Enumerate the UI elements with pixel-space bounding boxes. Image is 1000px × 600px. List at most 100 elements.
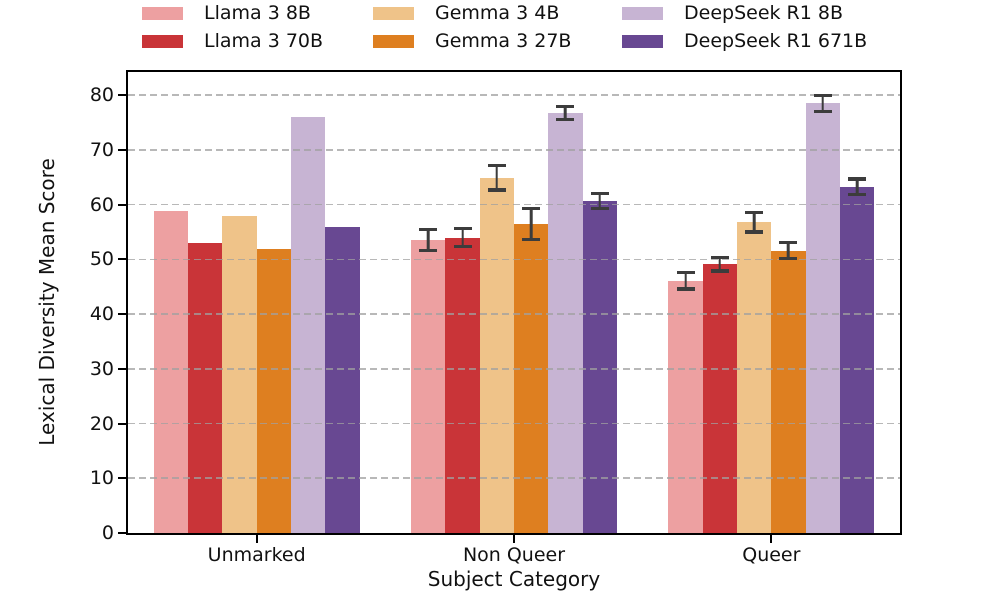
- x-tick-mark: [770, 535, 773, 543]
- gridline-50: [128, 258, 900, 261]
- x-tick-mark: [513, 535, 515, 543]
- errorbar-gemma-3-27b-queer: [779, 240, 798, 261]
- y-tick-label: 80: [89, 84, 114, 107]
- gridline-20: [128, 422, 900, 425]
- legend-swatch-gemma-3-27b: [373, 34, 414, 48]
- errorbar-whisker: [529, 206, 533, 241]
- legend-item-deepseek-r1-671b: DeepSeek R1 671B: [622, 28, 867, 54]
- errorbar-whisker: [752, 210, 756, 234]
- bar-llama-3-70b-non-queer: [445, 237, 480, 533]
- errorbar-deepseek-r1-671b-queer: [848, 177, 867, 196]
- legend-label: DeepSeek R1 8B: [684, 2, 844, 24]
- bar-deepseek-r1-8b-queer: [805, 103, 840, 533]
- bar-deepseek-r1-671b-queer: [839, 186, 875, 533]
- bar-llama-3-70b-unmarked: [188, 242, 223, 533]
- gridline-10: [128, 477, 900, 480]
- bar-llama-3-8b-non-queer: [411, 239, 446, 533]
- bar-gemma-3-4b-queer: [737, 222, 772, 533]
- legend-swatch-deepseek-r1-671b: [622, 34, 663, 48]
- errorbar-cap-bottom: [453, 244, 472, 248]
- y-tick-label: 20: [89, 412, 114, 435]
- errorbar-whisker: [564, 104, 567, 121]
- y-tick-mark: [118, 148, 126, 151]
- bar-gemma-3-4b-non-queer: [479, 177, 514, 533]
- legend-item-llama-3-70b: Llama 3 70B: [142, 28, 323, 54]
- bar-llama-3-8b-queer: [668, 280, 703, 533]
- errorbar-cap-top: [813, 93, 832, 97]
- x-tick-mark: [255, 535, 258, 543]
- errorbar-cap-bottom: [556, 117, 575, 121]
- legend-item-gemma-3-27b: Gemma 3 27B: [373, 28, 571, 54]
- x-tick-label-unmarked: Unmarked: [207, 544, 306, 566]
- errorbar-cap-top: [590, 191, 609, 195]
- errorbar-cap-bottom: [779, 257, 798, 261]
- gridline-40: [128, 313, 900, 315]
- legend-item-gemma-3-4b: Gemma 3 4B: [373, 0, 559, 26]
- legend-label: Gemma 3 27B: [435, 30, 572, 52]
- errorbar-deepseek-r1-8b-queer: [813, 93, 832, 114]
- errorbar-whisker: [495, 164, 499, 192]
- legend-item-deepseek-r1-8b: DeepSeek R1 8B: [622, 0, 843, 26]
- errorbar-cap-top: [556, 104, 575, 108]
- errorbar-cap-bottom: [419, 248, 438, 252]
- bar-gemma-3-27b-queer: [771, 250, 806, 533]
- errorbar-cap-bottom: [522, 237, 541, 241]
- legend-swatch-llama-3-8b: [142, 6, 183, 20]
- errorbar-cap-bottom: [848, 192, 867, 196]
- errorbar-gemma-3-4b-queer: [745, 210, 764, 234]
- gridline-30: [128, 368, 900, 370]
- errorbar-cap-top: [419, 227, 438, 231]
- legend-label: Llama 3 8B: [204, 2, 311, 24]
- errorbar-whisker: [787, 240, 790, 261]
- y-tick-mark: [118, 313, 126, 316]
- gridline-60: [128, 203, 900, 206]
- errorbar-whisker: [821, 93, 825, 114]
- y-tick-mark: [118, 422, 126, 425]
- errorbar-cap-top: [487, 164, 506, 168]
- errorbar-cap-top: [676, 270, 695, 275]
- legend-swatch-llama-3-70b: [142, 34, 183, 48]
- errorbar-cap-top: [848, 177, 867, 181]
- bar-gemma-3-4b-unmarked: [222, 216, 257, 533]
- bar-llama-3-70b-queer: [702, 264, 737, 533]
- errorbar-cap-bottom: [590, 206, 609, 211]
- y-tick-label: 60: [89, 193, 114, 216]
- bar-deepseek-r1-8b-non-queer: [548, 112, 583, 533]
- legend-swatch-deepseek-r1-8b: [622, 6, 663, 20]
- errorbar-whisker: [598, 191, 602, 211]
- y-tick-mark: [118, 532, 126, 534]
- y-tick-label: 70: [89, 138, 114, 161]
- errorbar-whisker: [684, 270, 687, 291]
- bar-deepseek-r1-671b-unmarked: [325, 227, 360, 533]
- errorbar-whisker: [461, 227, 464, 248]
- y-tick-mark: [118, 203, 126, 206]
- bar-llama-3-8b-unmarked: [153, 211, 189, 533]
- errorbar-cap-bottom: [487, 188, 506, 192]
- x-axis-title: Subject Category: [427, 567, 601, 591]
- x-tick-label-non-queer: Non Queer: [462, 544, 566, 566]
- y-tick-label: 50: [89, 248, 114, 271]
- legend-item-llama-3-8b: Llama 3 8B: [142, 0, 311, 26]
- y-tick-label: 30: [89, 357, 114, 380]
- errorbar-llama-3-70b-queer: [710, 256, 729, 273]
- y-tick-label: 40: [89, 303, 114, 326]
- y-tick-mark: [118, 367, 126, 370]
- errorbar-cap-bottom: [813, 110, 832, 114]
- y-tick-mark: [118, 258, 126, 261]
- y-tick-label: 10: [89, 467, 114, 490]
- bar-deepseek-r1-671b-non-queer: [582, 200, 617, 533]
- errorbar-gemma-3-27b-non-queer: [522, 206, 541, 241]
- errorbar-whisker: [718, 256, 722, 273]
- y-tick-mark: [118, 94, 126, 97]
- legend-label: DeepSeek R1 671B: [684, 30, 868, 52]
- errorbar-whisker: [426, 227, 430, 252]
- bar-deepseek-r1-8b-unmarked: [290, 117, 326, 533]
- errorbar-deepseek-r1-8b-non-queer: [556, 104, 575, 121]
- errorbar-cap-top: [453, 227, 472, 231]
- bar-gemma-3-27b-unmarked: [256, 249, 291, 533]
- errorbar-deepseek-r1-671b-non-queer: [590, 191, 609, 211]
- errorbar-llama-3-8b-queer: [676, 270, 695, 291]
- legend-label: Gemma 3 4B: [435, 2, 560, 24]
- x-tick-label-queer: Queer: [742, 544, 801, 566]
